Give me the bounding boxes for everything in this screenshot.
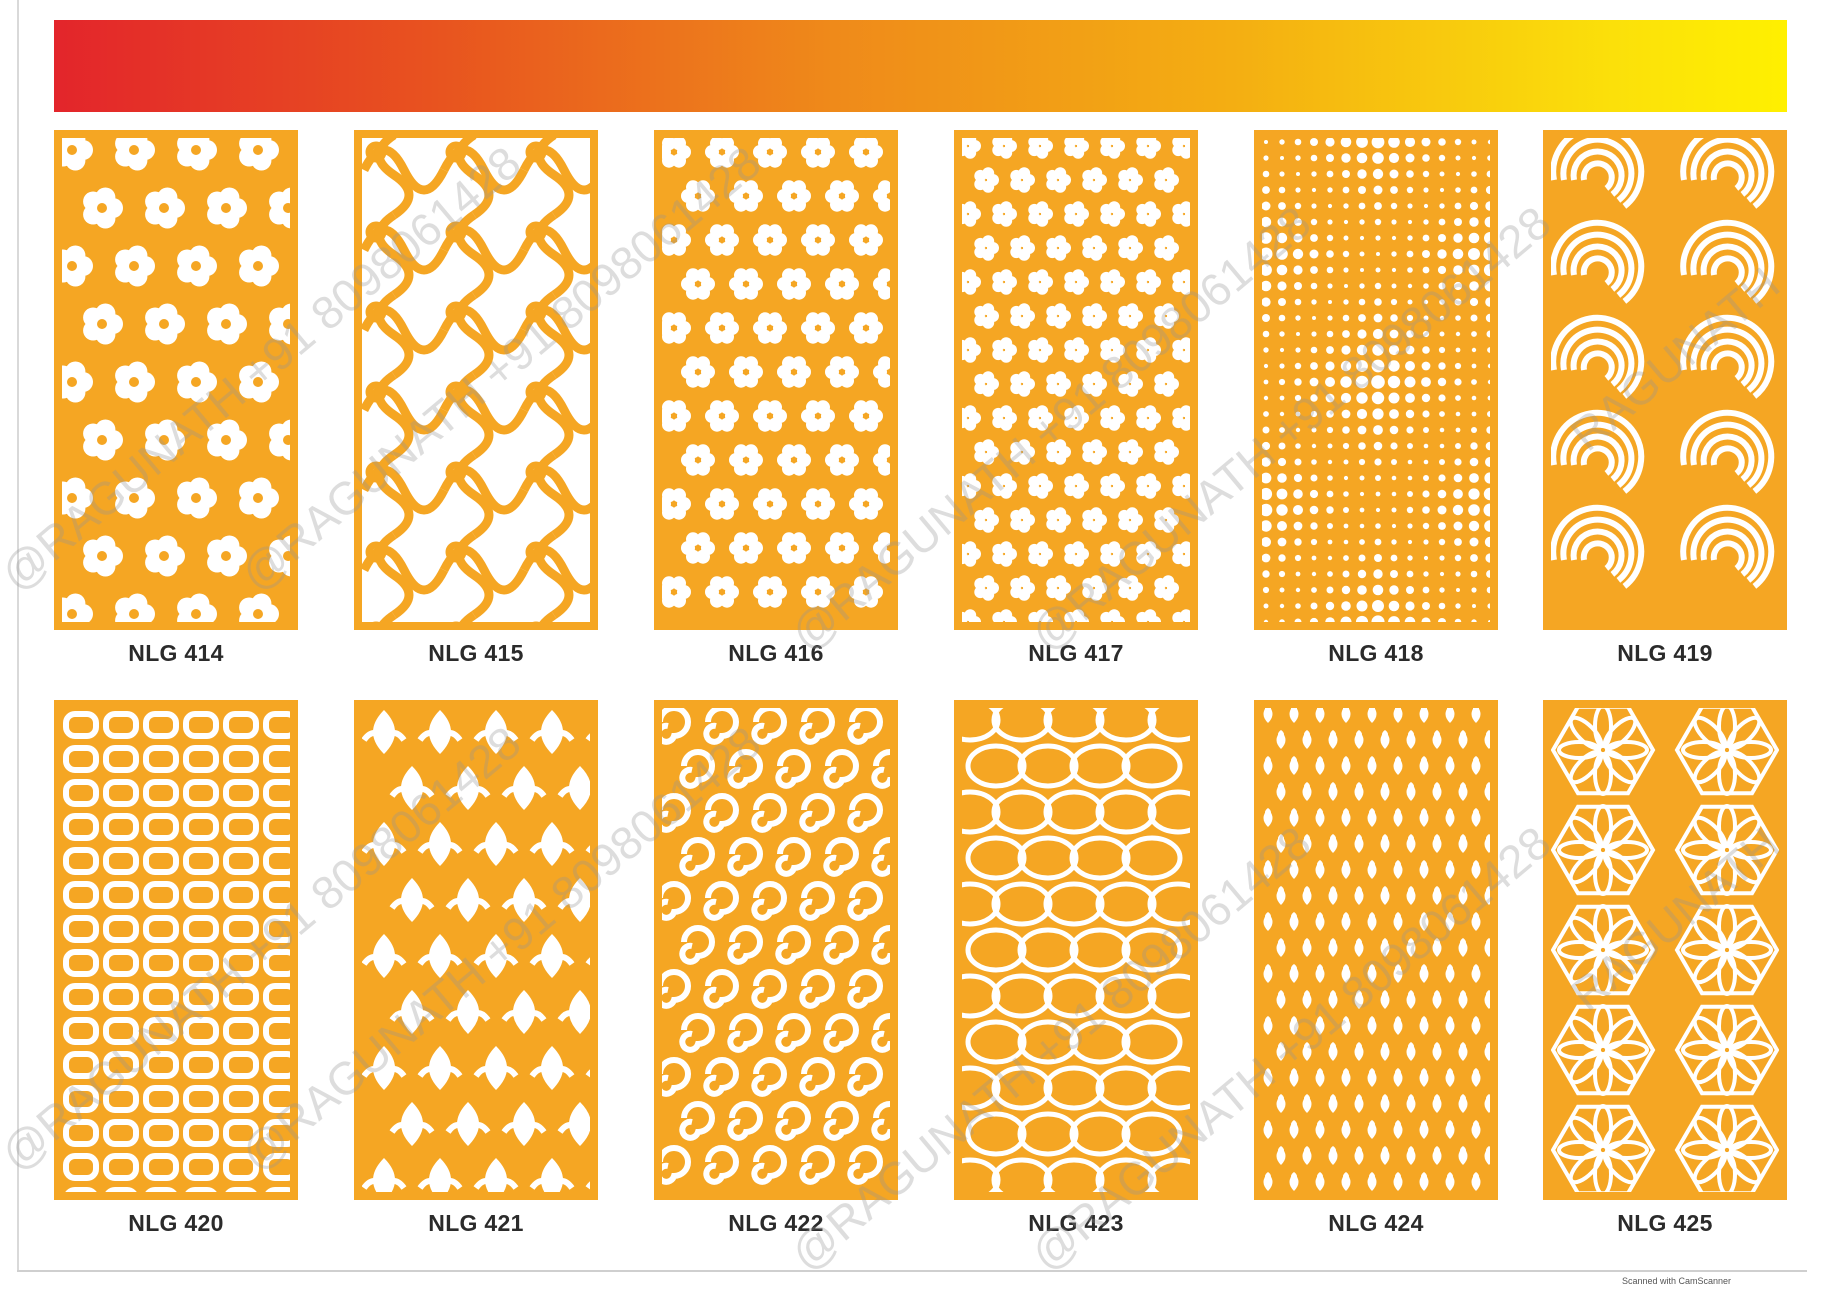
panel-code-label: NLG 422 [728,1210,824,1236]
panel-code-label: NLG 416 [728,640,824,666]
panel-code-label: NLG 418 [1328,640,1424,666]
design-panel [1254,130,1498,630]
design-panel [954,700,1198,1200]
daisy-flower-pattern [654,130,898,630]
panel-code-label: NLG 425 [1617,1210,1713,1236]
panel-code-label: NLG 423 [1028,1210,1124,1236]
interlocking-ring-pattern [954,700,1198,1200]
panel-code-label: NLG 419 [1617,640,1713,666]
design-panel [54,700,298,1200]
design-panel [1254,700,1498,1200]
panel-code-label: NLG 417 [1028,640,1124,666]
polka-dot-diamond-pattern [1254,130,1498,630]
panel-code-label: NLG 421 [428,1210,524,1236]
curl-swirl-pattern [654,700,898,1200]
scanner-note: Scanned with CamScanner [1622,1276,1732,1286]
geometric-star-pattern [1543,700,1787,1200]
design-panel [954,130,1198,630]
interlocking-link-pattern [54,700,298,1200]
design-panel [1543,700,1787,1200]
header-gradient-band [54,20,1787,112]
panel-catalog-grid: NLG 414 NLG 415 NLG 416 NLG 417 NLG 418 NLG 4… [54,130,1787,1240]
panel-code-label: NLG 424 [1328,1210,1424,1236]
scroll-swirl-pattern [354,130,598,630]
rose-swirl-pattern [1543,130,1787,630]
ogee-fleur-pattern [354,700,598,1200]
panel-code-label: NLG 414 [128,640,224,666]
design-panel [654,130,898,630]
panel-code-label: NLG 420 [128,1210,224,1236]
cherry-blossom-pattern [954,130,1198,630]
page-border-bottom [17,1270,1807,1272]
quatrefoil-lattice-pattern [1254,700,1498,1200]
design-panel [54,130,298,630]
design-panel [654,700,898,1200]
page-border-left [17,0,19,1272]
panel-code-label: NLG 415 [428,640,524,666]
hibiscus-flower-pattern [54,130,298,630]
design-panel [354,700,598,1200]
design-panel [354,130,598,630]
design-panel [1543,130,1787,630]
